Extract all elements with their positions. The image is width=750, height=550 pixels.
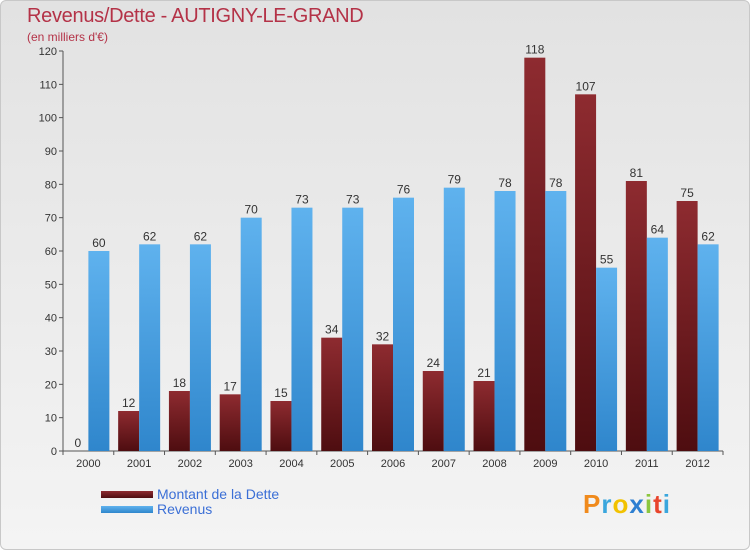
bar-revenus — [393, 197, 414, 451]
bar-dette — [575, 94, 597, 451]
y-tick-label: 30 — [45, 346, 57, 358]
bar-dette — [422, 371, 444, 451]
value-label-dette: 75 — [680, 186, 694, 200]
value-label-dette: 118 — [525, 43, 544, 57]
value-label-revenus: 64 — [651, 223, 665, 237]
value-label-dette: 21 — [477, 366, 491, 380]
bar-revenus — [189, 244, 211, 451]
bar-revenus — [291, 207, 313, 451]
logo-letter: i — [662, 489, 671, 519]
value-label-dette: 107 — [576, 79, 596, 93]
bar-dette — [168, 391, 190, 451]
x-tick-label: 2003 — [228, 458, 252, 470]
x-tick-label: 2004 — [279, 458, 303, 470]
value-label-dette: 17 — [224, 379, 238, 393]
x-tick-label: 2001 — [127, 458, 151, 470]
chart-subtitle: (en milliers d'€) — [27, 30, 108, 44]
logo-letter: P — [583, 489, 602, 519]
value-label-revenus: 76 — [397, 183, 411, 197]
value-label-revenus: 62 — [194, 229, 208, 243]
value-label-revenus: 73 — [295, 193, 309, 207]
bars — [88, 57, 719, 452]
x-tick-label: 2009 — [533, 458, 557, 470]
y-tick-label: 60 — [45, 246, 57, 258]
value-label-dette: 32 — [376, 329, 390, 343]
bar-dette — [473, 381, 495, 451]
bar-dette — [118, 411, 140, 451]
bar-revenus — [494, 191, 516, 451]
value-label-revenus: 60 — [92, 236, 106, 250]
proxiti-logo: Proxiti — [583, 489, 671, 520]
y-tick-label: 40 — [45, 313, 57, 325]
value-label-dette: 12 — [122, 396, 136, 410]
bar-revenus — [240, 217, 262, 451]
y-tick-label: 120 — [39, 46, 57, 58]
x-tick-label: 2007 — [432, 458, 456, 470]
value-label-revenus: 62 — [143, 229, 157, 243]
bar-dette — [625, 181, 647, 451]
legend-swatch-revenus — [101, 506, 153, 513]
bar-revenus — [697, 244, 719, 451]
legend-label-dette: Montant de la Dette — [157, 486, 280, 502]
x-tick-label: 2005 — [330, 458, 354, 470]
bar-dette — [372, 344, 393, 451]
value-label-revenus: 78 — [549, 176, 563, 190]
y-tick-label: 0 — [51, 446, 57, 458]
logo-letter: r — [601, 489, 613, 519]
y-tick-label: 80 — [45, 179, 57, 191]
value-labels: 0 60 12 62 18 62 17 70 15 73 34 73 32 76 24 79 21 78 118 78… — [75, 43, 716, 450]
value-label-revenus: 62 — [701, 229, 715, 243]
value-label-revenus: 73 — [346, 193, 360, 207]
bar-revenus — [139, 244, 161, 451]
logo-letter: t — [653, 489, 663, 519]
x-tick-label: 2000 — [76, 458, 100, 470]
value-label-revenus: 78 — [498, 176, 512, 190]
logo-letter: o — [612, 489, 630, 519]
x-tick-label: 2006 — [381, 458, 405, 470]
x-tick-label: 2012 — [685, 458, 709, 470]
bar-revenus — [545, 191, 567, 451]
y-tick-label: 50 — [45, 279, 57, 291]
y-tick-label: 10 — [45, 413, 57, 425]
value-label-dette: 0 — [75, 436, 82, 450]
x-tick-label: 2008 — [482, 458, 506, 470]
value-label-revenus: 79 — [448, 173, 462, 187]
y-tick-label: 70 — [45, 213, 57, 225]
bar-dette — [321, 337, 343, 451]
value-label-dette: 24 — [427, 356, 441, 370]
x-tick-label: 2010 — [584, 458, 608, 470]
value-label-revenus: 55 — [600, 253, 614, 267]
bar-revenus — [443, 187, 465, 451]
value-label-dette: 15 — [274, 386, 288, 400]
legend-label-revenus: Revenus — [157, 501, 213, 517]
bar-revenus — [88, 251, 110, 451]
value-label-revenus: 70 — [245, 203, 259, 217]
y-tick-label: 20 — [45, 379, 57, 391]
bar-dette — [676, 201, 698, 451]
bar-dette — [270, 401, 292, 451]
value-label-dette: 18 — [173, 376, 187, 390]
x-tick-label: 2002 — [178, 458, 202, 470]
bar-revenus — [342, 207, 364, 451]
y-tick-label: 90 — [45, 146, 57, 158]
logo-letter: i — [644, 489, 654, 519]
y-tick-label: 100 — [39, 113, 57, 125]
x-tick-label: 2011 — [635, 458, 659, 470]
bar-revenus — [596, 267, 618, 451]
bar-revenus — [646, 237, 668, 451]
chart-title: Revenus/Dette - AUTIGNY-LE-GRAND — [27, 5, 364, 27]
bar-dette — [219, 394, 241, 451]
legend-swatch-dette — [101, 491, 153, 498]
bar-dette — [524, 57, 546, 452]
value-label-dette: 81 — [630, 166, 644, 180]
y-tick-label: 110 — [39, 79, 57, 91]
logo-letter: x — [629, 489, 645, 519]
value-label-dette: 34 — [325, 323, 339, 337]
